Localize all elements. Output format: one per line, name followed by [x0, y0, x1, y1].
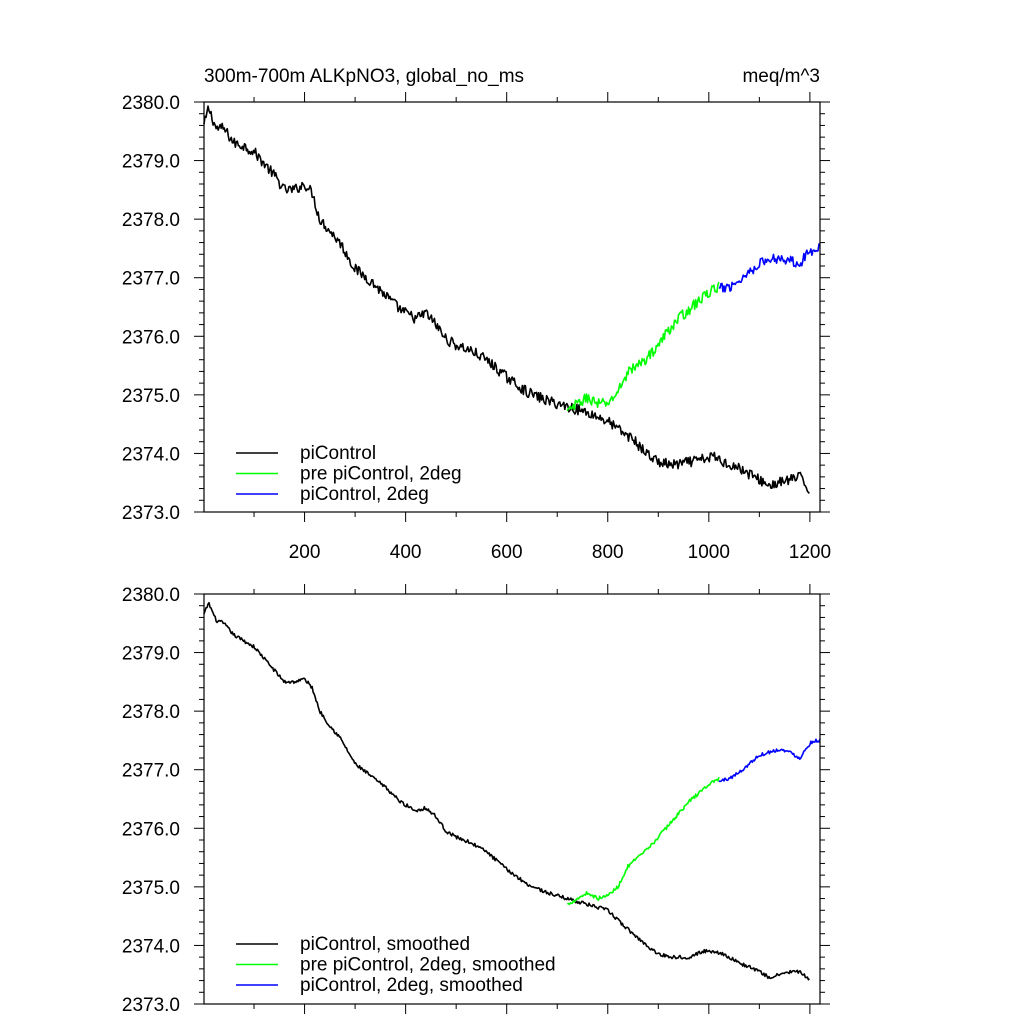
legend-label: piControl, 2deg: [300, 484, 429, 505]
x-axis-tick-labels: 200 400 600 800 1000 1200: [289, 542, 831, 563]
axis-ticks: [194, 92, 830, 522]
units-label: meq/m^3: [742, 66, 820, 87]
bottom-panel: 2380.0 2379.0 2378.0 2377.0 2376.0 2375.0 2374…: [122, 584, 830, 1016]
y-tick-label: 2374.0: [122, 444, 180, 465]
y-tick-label: 2377.0: [122, 761, 180, 782]
x-tick-label: 600: [491, 542, 523, 563]
plot-frame: [203, 101, 821, 513]
y-tick-label: 2378.0: [122, 210, 180, 231]
legend-label: pre piControl, 2deg: [300, 464, 462, 485]
y-tick-label: 2373.0: [122, 503, 180, 524]
x-tick-label: 800: [592, 542, 624, 563]
legend-label: piControl: [300, 443, 376, 464]
y-tick-label: 2379.0: [122, 644, 180, 665]
y-axis-tick-labels: 2380.0 2379.0 2378.0 2377.0 2376.0 2375.0 2374…: [122, 93, 180, 524]
y-tick-label: 2375.0: [122, 386, 180, 407]
axis-ticks: [194, 584, 830, 1014]
y-tick-label: 2373.0: [122, 995, 180, 1016]
series-lines: [203, 105, 821, 494]
top-panel: 300m-700m ALKpNO3, global_no_ms meq/m^3 …: [122, 66, 831, 563]
y-tick-label: 2374.0: [122, 936, 180, 957]
y-tick-label: 2379.0: [122, 152, 180, 173]
x-tick-label: 1000: [688, 542, 730, 563]
series-line-0: [203, 105, 810, 494]
y-tick-label: 2380.0: [122, 93, 180, 114]
legend-label: piControl, smoothed: [300, 934, 470, 955]
y-tick-label: 2377.0: [122, 269, 180, 290]
series-line-1: [566, 281, 720, 412]
legend-label: piControl, 2deg, smoothed: [300, 975, 523, 996]
series-lines: [203, 601, 821, 981]
y-tick-label: 2376.0: [122, 327, 180, 348]
y-axis-tick-labels: 2380.0 2379.0 2378.0 2377.0 2376.0 2375.0 2374…: [122, 585, 180, 1016]
series-line-0: [203, 601, 810, 981]
y-tick-label: 2376.0: [122, 819, 180, 840]
y-tick-label: 2378.0: [122, 702, 180, 723]
x-tick-label: 1200: [789, 542, 831, 563]
legend-label: pre piControl, 2deg, smoothed: [300, 955, 556, 976]
series-line-2: [718, 243, 821, 293]
y-tick-label: 2380.0: [122, 585, 180, 606]
series-line-1: [567, 777, 720, 906]
plot-frame: [203, 593, 821, 1005]
y-tick-label: 2375.0: [122, 878, 180, 899]
x-tick-label: 400: [390, 542, 422, 563]
chart-title: 300m-700m ALKpNO3, global_no_ms: [204, 66, 524, 87]
x-tick-label: 200: [289, 542, 321, 563]
series-line-2: [718, 738, 821, 783]
